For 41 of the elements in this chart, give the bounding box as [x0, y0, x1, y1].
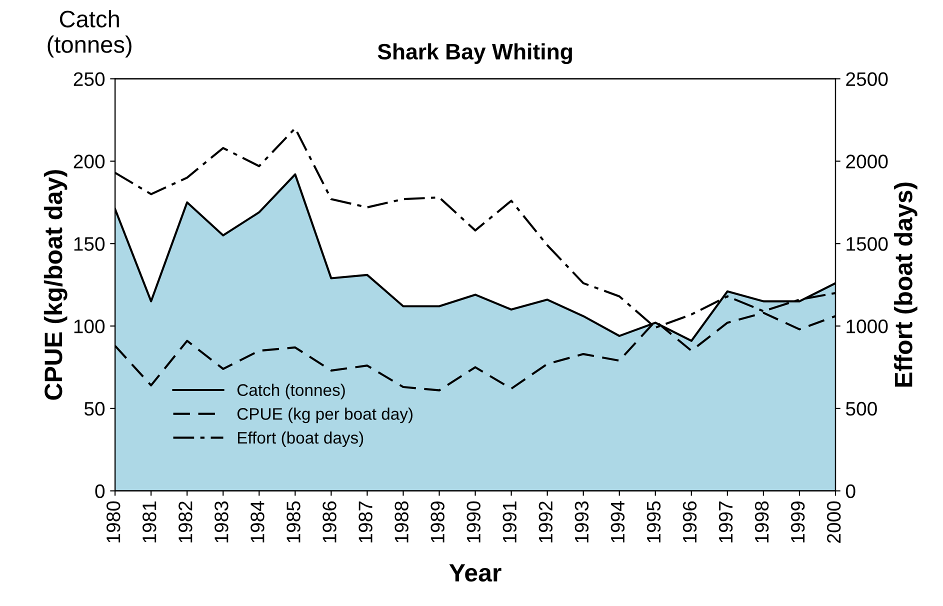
- y-tick-label: 100: [74, 319, 105, 334]
- x-tick-label: 2000: [826, 501, 841, 543]
- y-tick-label: 150: [74, 237, 105, 251]
- x-tick-label: 1989: [430, 502, 444, 542]
- x-tick-label: 1997: [718, 502, 733, 542]
- y2-axis-title: Effort (boat days): [894, 182, 918, 387]
- text: Catch (tonnes): [48, 10, 132, 58]
- y2-tick-label: 1500: [846, 237, 888, 251]
- x-tick-label: 1991: [502, 502, 517, 542]
- x-tick-label: 1993: [574, 501, 589, 542]
- x-tick-label: 1995: [646, 501, 661, 542]
- y-axis-title: CPUE (kg/boat day): [44, 170, 68, 400]
- x-tick-label: 1998: [754, 501, 769, 542]
- y2-tick-label: 1000: [846, 319, 888, 334]
- legend-label: CPUE (kg per boat day): [237, 408, 412, 424]
- x-tick-label: 1982: [178, 502, 192, 542]
- y2-tick-label: 500: [846, 402, 877, 416]
- x-tick-label: 1981: [142, 502, 156, 542]
- y2-tick-label: 2000: [846, 154, 888, 168]
- y-tick-label: 50: [84, 402, 105, 416]
- x-tick-label: 1999: [790, 502, 805, 542]
- x-axis-title: Year: [449, 564, 502, 582]
- chart-title: Shark Bay Whiting: [378, 43, 572, 64]
- x-tick-label: 1986: [322, 501, 336, 542]
- x-tick-label: 1992: [538, 502, 553, 542]
- y-tick-label: 200: [74, 154, 105, 168]
- x-tick-label: 1988: [394, 501, 408, 542]
- y2-tick-label: 0: [846, 484, 856, 498]
- legend-label: Effort (boat days): [238, 431, 364, 448]
- y-tick-label: 0: [95, 484, 105, 498]
- x-tick-label: 1980: [106, 501, 120, 542]
- x-tick-label: 1996: [682, 501, 697, 542]
- y-tick-label: 250: [74, 72, 105, 86]
- x-tick-label: 1985: [286, 501, 300, 542]
- y2-tick-label: 2500: [846, 72, 888, 86]
- x-tick-label: 1984: [250, 501, 264, 542]
- x-tick-label: 1987: [358, 502, 372, 542]
- x-tick-label: 1983: [214, 501, 228, 542]
- x-tick-label: 1994: [610, 501, 625, 542]
- legend-label: Catch (tonnes): [237, 384, 345, 400]
- x-tick-label: 1990: [466, 501, 480, 542]
